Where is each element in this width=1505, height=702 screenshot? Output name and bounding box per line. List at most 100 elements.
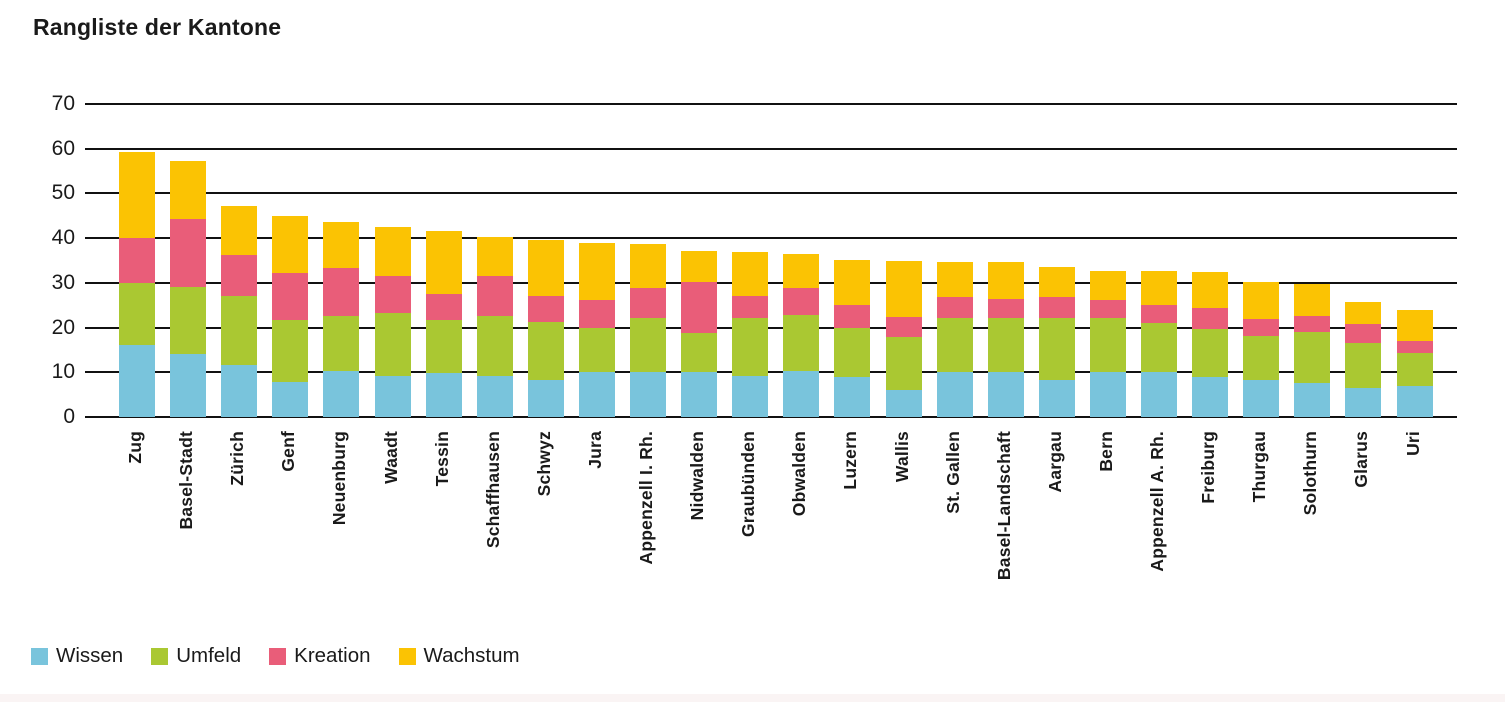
bar-segment-wissen <box>1396 386 1433 417</box>
bar-segment-kreation <box>987 298 1024 319</box>
bar-segment-wachstum <box>221 206 258 256</box>
bar-segment-wachstum <box>1192 272 1229 308</box>
y-tick-label: 0 <box>63 405 75 428</box>
bar-segment-kreation <box>1038 297 1075 319</box>
x-axis-label: Schwyz <box>533 431 554 497</box>
bar-segment-wachstum <box>1141 271 1177 305</box>
bar-segment-umfeld <box>783 315 820 372</box>
bar-segment-wissen <box>987 372 1024 417</box>
bar-segment-kreation <box>323 268 360 316</box>
bar-segment-umfeld <box>834 327 871 377</box>
bar-segment-wissen <box>272 381 309 417</box>
bar-segment-wachstum <box>527 240 564 297</box>
bar-St. Gallen <box>936 262 973 417</box>
bar-Neuenburg <box>323 222 360 417</box>
bar-Luzern <box>834 259 871 417</box>
legend-label: Wachstum <box>423 644 520 667</box>
footer-strip <box>0 694 1505 702</box>
bar-segment-wissen <box>119 345 155 417</box>
bar-segment-wachstum <box>1243 282 1280 319</box>
bar-segment-umfeld <box>323 315 360 372</box>
y-tick-label: 50 <box>51 181 75 205</box>
bar-segment-kreation <box>272 273 309 320</box>
bar-segment-wachstum <box>578 242 615 301</box>
bar-segment-wissen <box>323 371 360 417</box>
bar-segment-wachstum <box>783 253 820 289</box>
x-axis-label: Bern <box>1095 431 1116 472</box>
x-axis-label: Basel-Stadt <box>176 431 197 530</box>
bar-segment-wissen <box>1345 388 1382 417</box>
gridline-10 <box>85 371 1457 374</box>
x-axis-label: Uri <box>1402 431 1423 456</box>
gridline-0 <box>85 416 1457 418</box>
x-axis-label: Waadt <box>380 431 401 484</box>
bar-segment-kreation <box>170 218 207 287</box>
bar-segment-kreation <box>681 282 718 333</box>
x-axis-label: Appenzell I. Rh. <box>636 431 656 565</box>
bar-segment-wissen <box>374 375 411 417</box>
bar-segment-kreation <box>476 276 513 316</box>
chart-title: Rangliste der Kantone <box>33 14 282 40</box>
bar-Appenzell A. Rh. <box>1141 271 1177 417</box>
legend-swatch-umfeld <box>151 647 169 665</box>
x-axis-labels: Zug Basel-Stadt Zürich Genf Neuenburg Waadt Te… <box>85 431 1457 631</box>
legend-item-kreation: Kreation <box>269 645 371 667</box>
bar-segment-wachstum <box>170 161 207 219</box>
bar-segment-umfeld <box>1294 332 1331 384</box>
bar-segment-kreation <box>834 304 871 328</box>
bar-segment-wachstum <box>834 259 871 305</box>
x-axis-label: Genf <box>278 431 299 472</box>
bar-segment-wachstum <box>681 250 718 283</box>
bar-segment-umfeld <box>170 286 207 355</box>
bar-segment-umfeld <box>681 332 718 373</box>
bar-Zug <box>119 151 155 417</box>
x-axis-label: Zug <box>125 431 145 464</box>
gridline-60 <box>85 147 1457 150</box>
bar-segment-wissen <box>936 372 973 417</box>
bar-Aargau <box>1038 266 1075 417</box>
gridline-20 <box>85 326 1457 329</box>
x-axis-label: Obwalden <box>789 431 810 517</box>
plot-area <box>85 103 1457 418</box>
x-axis-label: Luzern <box>840 431 861 490</box>
bar-segment-umfeld <box>425 319 462 373</box>
x-axis-label: Neuenburg <box>329 431 350 526</box>
legend-item-umfeld: Umfeld <box>151 645 241 667</box>
bar-segment-wissen <box>1038 379 1075 417</box>
bar-segment-umfeld <box>119 282 155 346</box>
bar-segment-umfeld <box>527 321 564 381</box>
bar-segment-umfeld <box>1192 328 1229 377</box>
bar-segment-umfeld <box>221 296 258 365</box>
bar-segment-kreation <box>783 288 820 316</box>
bar-segment-umfeld <box>1141 323 1177 373</box>
bar-segment-kreation <box>630 288 666 319</box>
x-axis-label: Solothurn <box>1300 431 1321 516</box>
bar-segment-wissen <box>1294 383 1331 417</box>
bar-segment-kreation <box>527 296 564 322</box>
bar-Schwyz <box>527 240 564 417</box>
chart-area: Zug Basel-Stadt Zürich Genf Neuenburg Waadt Te… <box>0 92 1505 644</box>
bar-Basel-Landschaft <box>987 262 1024 417</box>
y-tick-label: 20 <box>51 315 75 339</box>
bar-Graubünden <box>732 252 769 417</box>
bar-segment-kreation <box>1294 315 1331 333</box>
bar-segment-umfeld <box>1038 318 1075 380</box>
bar-segment-wachstum <box>119 151 155 239</box>
bar-segment-kreation <box>936 296 973 318</box>
bar-segment-umfeld <box>1345 342 1382 389</box>
bar-segment-kreation <box>1089 300 1126 318</box>
bar-segment-wissen <box>783 371 820 417</box>
bar-segment-wachstum <box>1294 284 1331 316</box>
bar-segment-wachstum <box>630 243 666 289</box>
x-axis-label: Nidwalden <box>687 431 708 521</box>
bar-segment-wachstum <box>1396 310 1433 341</box>
bar-segment-umfeld <box>374 313 411 376</box>
bar-segment-wissen <box>527 380 564 417</box>
bar-segment-wissen <box>1192 376 1229 417</box>
legend-swatch-kreation <box>269 647 287 665</box>
x-axis-label: Aargau <box>1044 431 1065 493</box>
bar-segment-kreation <box>1243 318 1280 336</box>
bar-Genf <box>272 215 309 417</box>
x-axis-label: Appenzell A. Rh. <box>1147 431 1167 572</box>
y-tick-label: 40 <box>51 226 75 250</box>
